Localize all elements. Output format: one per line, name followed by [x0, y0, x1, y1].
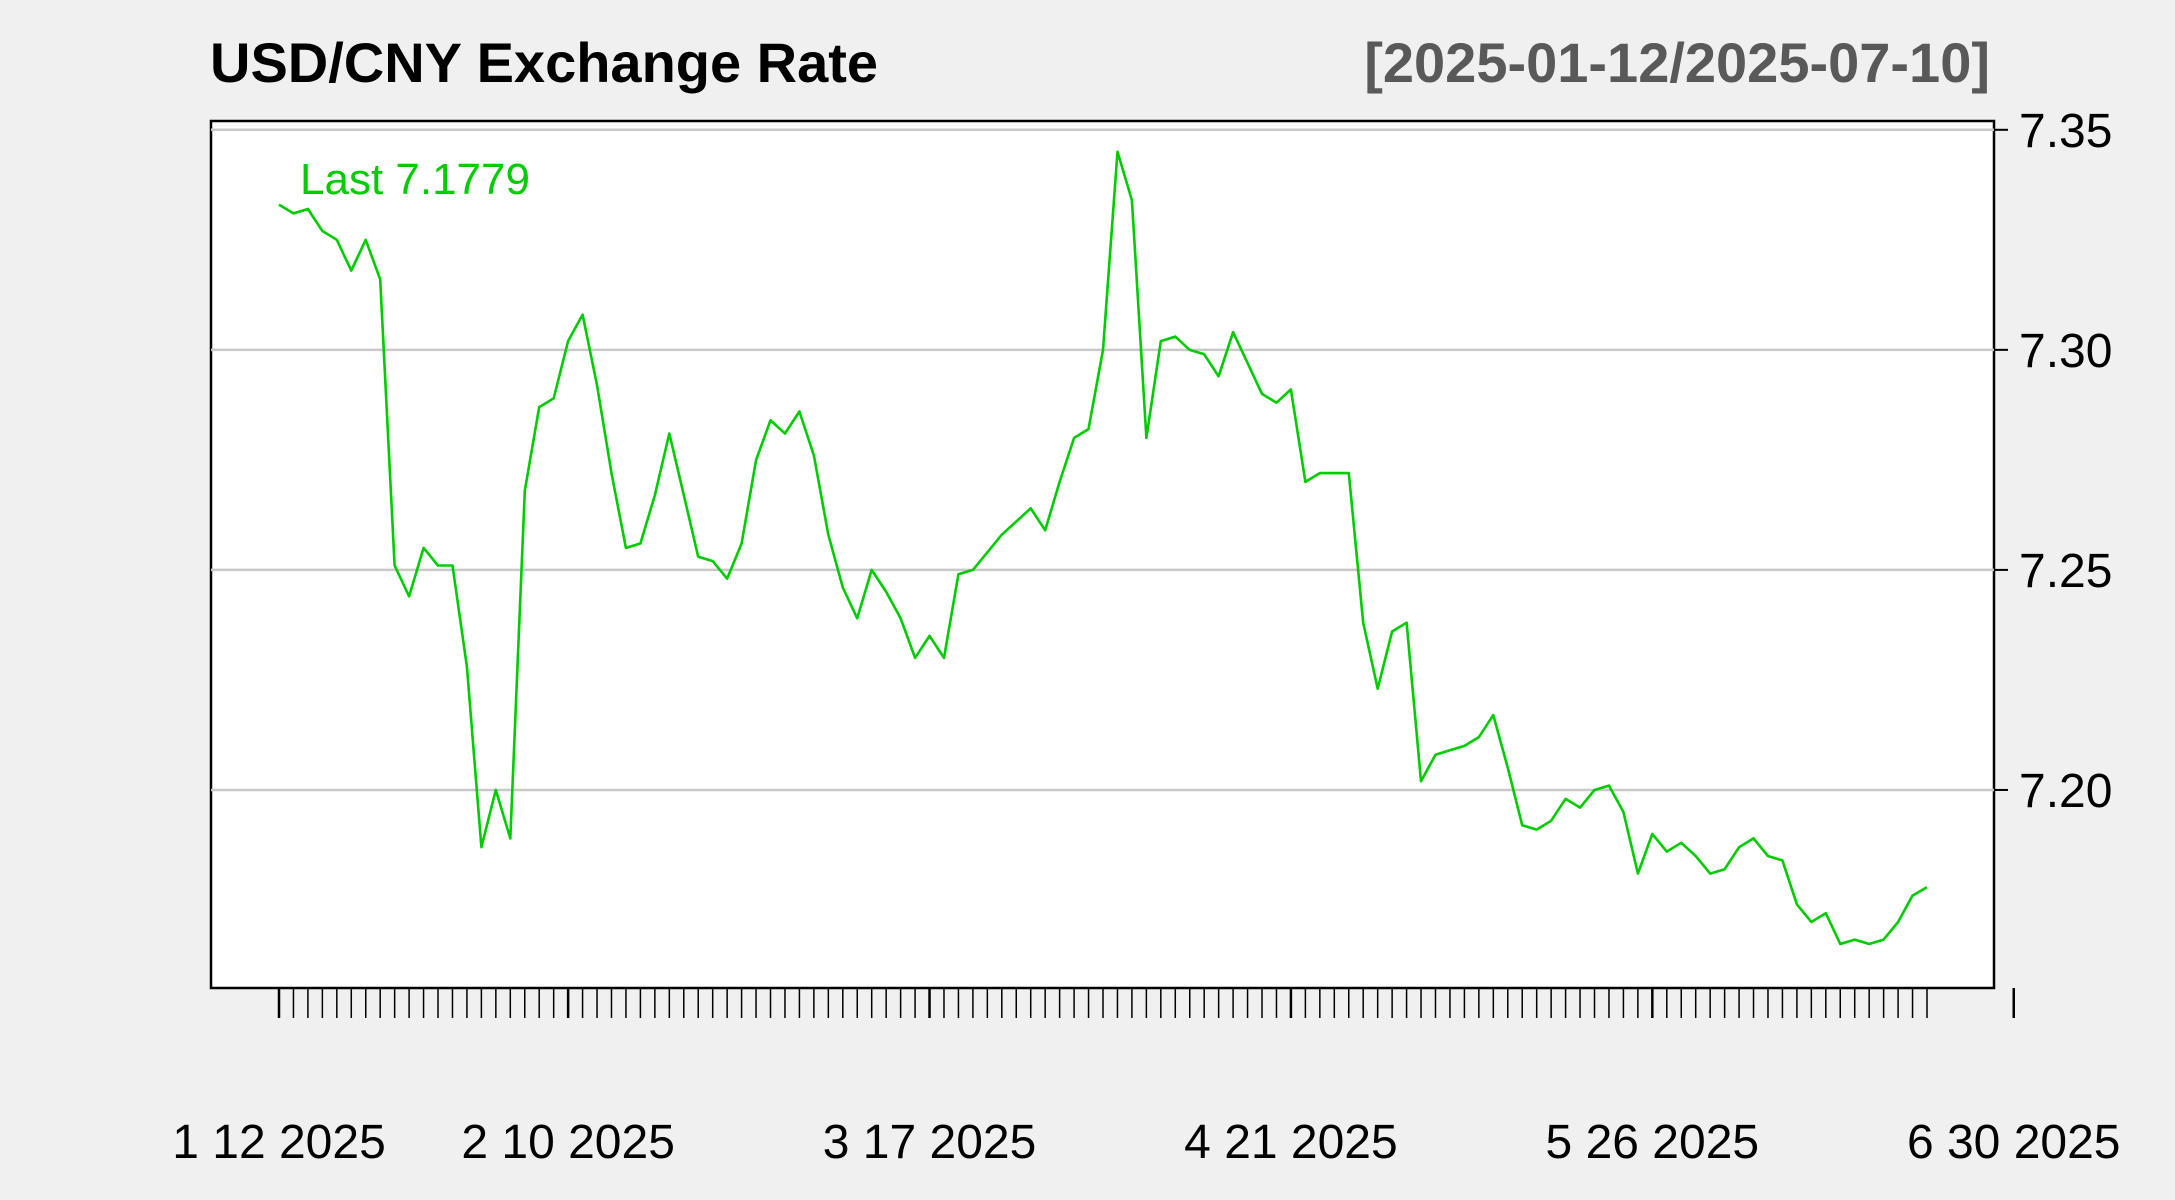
ytick-label: 7.20	[2019, 765, 2112, 818]
series-line-usdcny	[278, 150, 1928, 946]
chart-title: USD/CNY Exchange Rate	[210, 31, 878, 94]
x-axis: 1 12 2025 2 10 2025 3 17 2025 4 21 2025 5 26…	[172, 988, 2121, 1169]
ytick-label: 7.35	[2019, 105, 2112, 158]
xtick-label: 4 21 2025	[1184, 1116, 1398, 1169]
series-layer	[278, 150, 1928, 946]
xtick-label: 5 26 2025	[1546, 1116, 1760, 1169]
ytick-label: 7.25	[2019, 545, 2112, 598]
date-range: [2025-01-12/2025-07-10]	[1364, 31, 1990, 94]
xtick-label: 3 17 2025	[823, 1116, 1037, 1169]
xtick-label: 6 30 2025	[1907, 1116, 2121, 1169]
xtick-label: 2 10 2025	[461, 1116, 675, 1169]
xtick-label: 1 12 2025	[172, 1116, 386, 1169]
ytick-label: 7.30	[2019, 325, 2112, 378]
last-value-label: Last 7.1779	[300, 155, 530, 204]
plot-area	[209, 119, 1996, 990]
y-axis: 7.20 7.25 7.30 7.35	[1994, 105, 2112, 818]
